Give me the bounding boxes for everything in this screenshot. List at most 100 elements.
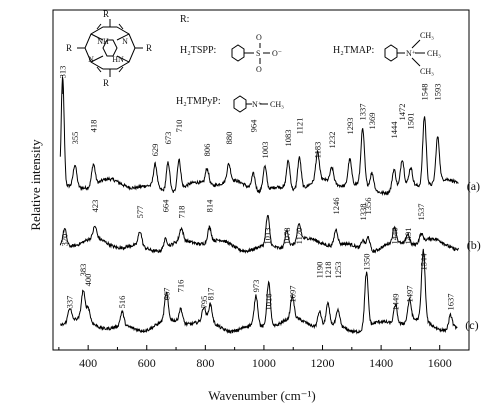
trace-label-2: (b) <box>467 238 481 252</box>
peak-label: 1449 <box>391 294 401 311</box>
peak-label: 337 <box>65 296 75 309</box>
peak-label: 1356 <box>363 198 373 215</box>
peak-label: 673 <box>163 132 173 145</box>
trace-identifiers: (a) (b) (c) <box>465 179 480 332</box>
peak-label: 577 <box>135 206 145 219</box>
peak-label: 1246 <box>331 198 341 215</box>
peak-label: 964 <box>248 119 258 133</box>
peak-label: 1491 <box>403 228 413 245</box>
peak-label: 1190 <box>315 262 325 279</box>
svg-text:N: N <box>122 37 128 46</box>
peak-label: 1444 <box>389 121 399 139</box>
peak-label: 1003 <box>260 142 270 159</box>
peak-label: 400 <box>83 274 93 287</box>
peak-label: 1083 <box>283 130 293 147</box>
peak-label: 423 <box>90 200 100 213</box>
plot-frame <box>52 9 470 351</box>
benzene-ring-icon <box>231 44 254 62</box>
svg-text:CH₃: CH₃ <box>420 67 434 76</box>
peak-label: 1121 <box>294 118 304 135</box>
x-tick-label: 800 <box>196 356 214 370</box>
svg-text:S: S <box>256 49 260 58</box>
porphyrin-structure-labels: R R R R NH HN N N <box>66 9 152 88</box>
x-tick-label: 1000 <box>252 356 276 370</box>
compound-legend: H₂TSPP: S O O O⁻ H₂TMAP: N⁺ CH₃ CH₃ CH₃ … <box>176 31 441 113</box>
svg-text:R: R <box>66 43 72 53</box>
peak-label: 1637 <box>446 294 456 311</box>
peak-label: 710 <box>174 120 184 133</box>
x-axis-label: Wavenumber (cm⁻¹) <box>208 388 316 403</box>
svg-text:O: O <box>256 33 262 42</box>
peak-label: 1232 <box>327 132 337 149</box>
peak-label: 667 <box>161 288 171 301</box>
spectrum-trace-2 <box>59 214 459 254</box>
peak-label: 1253 <box>333 262 343 279</box>
peak-label: 814 <box>204 199 214 213</box>
peak-label: 1369 <box>367 113 377 130</box>
svg-text:CH₃: CH₃ <box>270 100 284 109</box>
spectra-traces <box>59 76 459 335</box>
peak-label: 1078 <box>282 228 292 245</box>
svg-text:R: R <box>146 43 152 53</box>
peak-label: 629 <box>150 144 160 157</box>
peak-label: 1337 <box>358 104 368 121</box>
peak-label: 664 <box>161 199 171 213</box>
benzene-ring-icon <box>384 39 425 67</box>
svg-text:N⁺: N⁺ <box>252 100 262 109</box>
svg-text:CH₃: CH₃ <box>420 31 434 40</box>
x-tick-label: 600 <box>138 356 156 370</box>
x-tick-label: 400 <box>79 356 97 370</box>
peak-label: 795 <box>199 296 209 309</box>
peak-label: 1548 <box>420 84 430 101</box>
svg-text:CH₃: CH₃ <box>427 49 441 58</box>
peak-label: 1013 <box>263 228 273 245</box>
legend-r-label: R: <box>180 14 189 25</box>
peak-label: 817 <box>205 288 215 301</box>
svg-text:N: N <box>88 55 94 64</box>
x-axis-ticks: 400 600 800 1000 1200 1400 1600 <box>58 345 470 370</box>
peak-label: 1338 <box>358 204 368 221</box>
peak-label: 806 <box>202 144 212 157</box>
svg-text:R: R <box>103 9 109 19</box>
peak-label: 320 <box>60 234 70 247</box>
peak-label: 1544 <box>418 253 428 271</box>
peak-label: 1120 <box>294 228 304 245</box>
pyridinium-ring-icon <box>233 95 268 113</box>
peak-label: 1293 <box>345 118 355 135</box>
compound-tmpyp-label: H₂TMPyP: <box>176 96 221 107</box>
peak-label: 383 <box>78 264 88 277</box>
svg-text:NH: NH <box>97 37 109 46</box>
peak-label: 1183 <box>313 142 323 159</box>
peak-label: 880 <box>224 132 234 145</box>
peak-label: 1472 <box>397 104 407 121</box>
x-tick-label: 1600 <box>428 356 452 370</box>
peak-label: 1593 <box>433 84 443 101</box>
peak-label: 716 <box>176 280 186 293</box>
svg-text:R: R <box>103 78 109 88</box>
peak-label: 1097 <box>287 286 297 303</box>
peak-label: 1497 <box>405 286 415 303</box>
peak-label: 355 <box>70 132 80 145</box>
compound-tspp-group: O⁻ <box>272 49 282 58</box>
trace-label-3: (c) <box>465 318 478 332</box>
peak-label: 1537 <box>416 204 426 221</box>
peak-label: 418 <box>88 120 98 133</box>
peak-label: 516 <box>117 296 127 309</box>
compound-tmap-label: H₂TMAP: <box>333 45 374 56</box>
porphyrin-structure-icon <box>77 19 143 77</box>
svg-text:O: O <box>256 65 262 74</box>
peak-label: 1446 <box>390 228 400 245</box>
spectrum-trace-3 <box>60 248 458 335</box>
compound-tspp-label: H₂TSPP: <box>180 45 216 56</box>
peak-label: 313 <box>58 66 68 79</box>
trace-label-1: (a) <box>467 179 480 193</box>
peak-label: 1501 <box>406 113 416 130</box>
peak-label: 1350 <box>362 254 372 271</box>
svg-text:HN: HN <box>112 55 124 64</box>
x-tick-label: 1400 <box>369 356 393 370</box>
peak-label: 1218 <box>323 262 333 279</box>
svg-text:N⁺: N⁺ <box>406 49 416 58</box>
peak-label: 718 <box>176 206 186 219</box>
